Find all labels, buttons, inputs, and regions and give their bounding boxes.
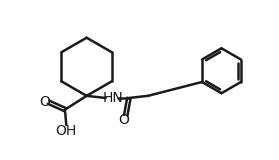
Text: O: O bbox=[119, 113, 129, 128]
Text: OH: OH bbox=[56, 124, 77, 138]
Text: O: O bbox=[40, 95, 50, 109]
Text: HN: HN bbox=[103, 91, 123, 105]
